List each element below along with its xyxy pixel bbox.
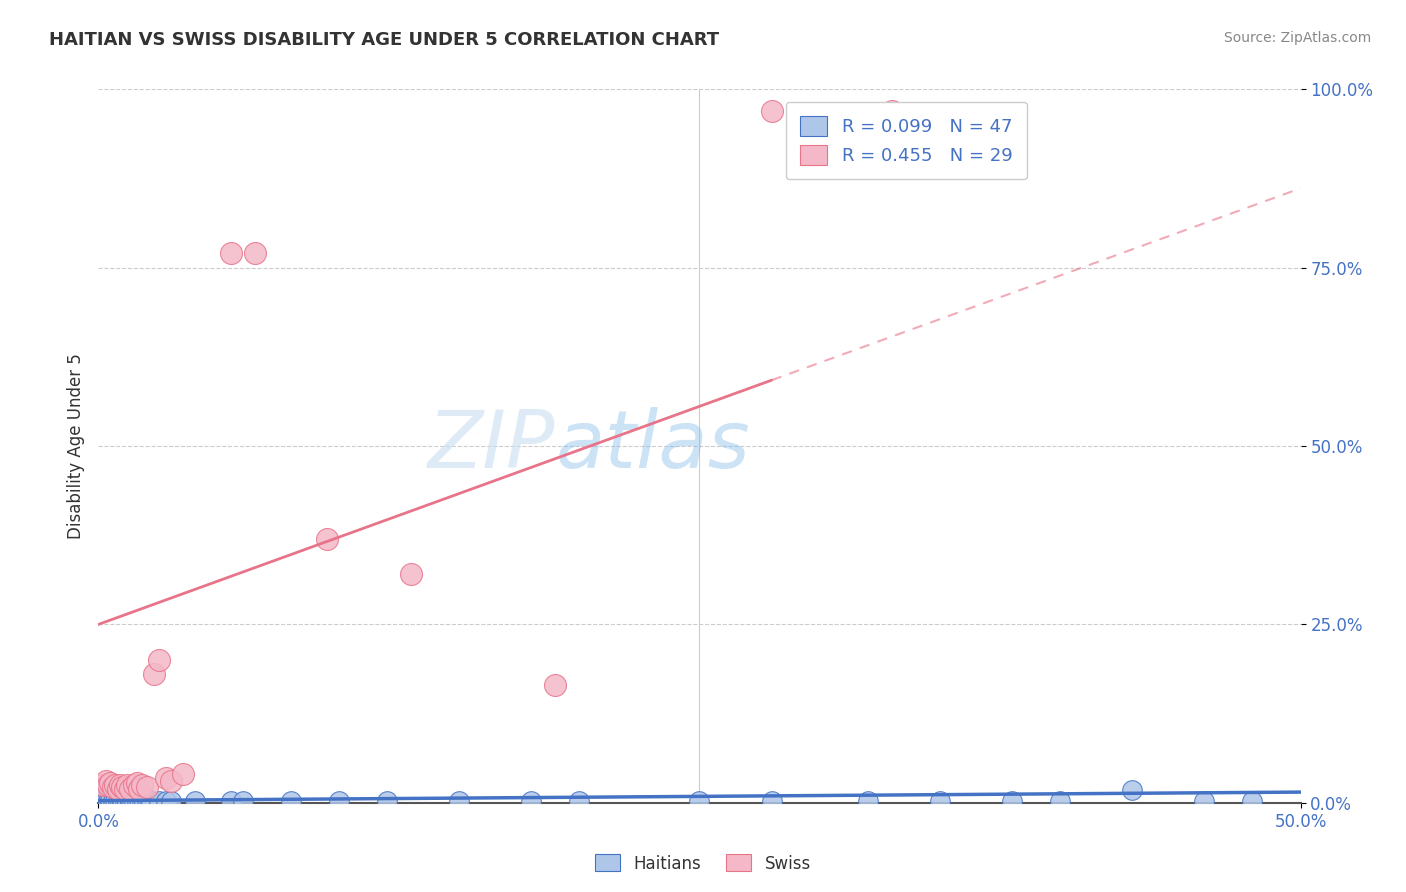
Point bbox=[111, 794, 134, 808]
Point bbox=[132, 794, 155, 808]
Point bbox=[117, 794, 139, 808]
Y-axis label: Disability Age Under 5: Disability Age Under 5 bbox=[66, 353, 84, 539]
Point bbox=[108, 794, 131, 808]
Point bbox=[183, 794, 205, 808]
Point bbox=[125, 794, 148, 808]
Point bbox=[155, 794, 177, 808]
Point bbox=[117, 778, 139, 792]
Point bbox=[447, 794, 470, 808]
Point bbox=[142, 667, 165, 681]
Point bbox=[880, 103, 903, 118]
Point bbox=[688, 794, 710, 808]
Point bbox=[1121, 783, 1143, 797]
Legend: Haitians, Swiss: Haitians, Swiss bbox=[589, 847, 817, 880]
Point bbox=[118, 793, 141, 807]
Point bbox=[219, 246, 242, 260]
Point bbox=[94, 794, 117, 808]
Point bbox=[520, 794, 543, 808]
Point bbox=[159, 794, 181, 808]
Point bbox=[328, 794, 350, 808]
Point bbox=[124, 778, 146, 792]
Point bbox=[101, 780, 124, 794]
Point bbox=[155, 771, 177, 785]
Legend: R = 0.099   N = 47, R = 0.455   N = 29: R = 0.099 N = 47, R = 0.455 N = 29 bbox=[786, 102, 1026, 179]
Point bbox=[111, 793, 134, 807]
Point bbox=[1001, 794, 1024, 808]
Point bbox=[232, 794, 254, 808]
Point bbox=[856, 794, 879, 808]
Point bbox=[100, 793, 122, 807]
Point bbox=[1241, 794, 1264, 808]
Point bbox=[148, 653, 170, 667]
Point bbox=[159, 774, 181, 789]
Point bbox=[138, 793, 160, 807]
Point bbox=[280, 794, 302, 808]
Point bbox=[107, 781, 129, 796]
Text: Source: ZipAtlas.com: Source: ZipAtlas.com bbox=[1223, 31, 1371, 45]
Point bbox=[101, 794, 124, 808]
Point bbox=[94, 793, 117, 807]
Point bbox=[118, 794, 141, 808]
Point bbox=[91, 794, 114, 808]
Point bbox=[1049, 794, 1071, 808]
Point bbox=[135, 780, 157, 794]
Point bbox=[125, 776, 148, 790]
Point bbox=[90, 794, 112, 808]
Point bbox=[97, 778, 120, 792]
Point bbox=[928, 794, 950, 808]
Point bbox=[1194, 794, 1216, 808]
Point bbox=[97, 794, 120, 808]
Point bbox=[100, 776, 122, 790]
Text: atlas: atlas bbox=[555, 407, 749, 485]
Point bbox=[94, 774, 117, 789]
Point bbox=[219, 794, 242, 808]
Text: HAITIAN VS SWISS DISABILITY AGE UNDER 5 CORRELATION CHART: HAITIAN VS SWISS DISABILITY AGE UNDER 5 … bbox=[49, 31, 720, 49]
Point bbox=[108, 778, 131, 792]
Text: ZIP: ZIP bbox=[427, 407, 555, 485]
Point bbox=[141, 794, 163, 808]
Point bbox=[121, 794, 143, 808]
Point bbox=[243, 246, 266, 260]
Point bbox=[399, 567, 422, 582]
Point bbox=[111, 780, 134, 794]
Point bbox=[375, 794, 398, 808]
Point bbox=[135, 794, 157, 808]
Point bbox=[107, 794, 129, 808]
Point bbox=[148, 794, 170, 808]
Point bbox=[128, 793, 150, 807]
Point bbox=[91, 778, 114, 792]
Point bbox=[114, 781, 136, 796]
Point bbox=[128, 781, 150, 796]
Point bbox=[124, 794, 146, 808]
Point bbox=[131, 778, 153, 792]
Point bbox=[568, 794, 591, 808]
Point bbox=[761, 103, 783, 118]
Point bbox=[131, 794, 153, 808]
Point bbox=[761, 794, 783, 808]
Point bbox=[172, 767, 194, 781]
Point bbox=[114, 794, 136, 808]
Point bbox=[104, 778, 127, 792]
Point bbox=[118, 781, 141, 796]
Point bbox=[104, 794, 127, 808]
Point bbox=[100, 794, 122, 808]
Point bbox=[544, 678, 567, 692]
Point bbox=[315, 532, 337, 546]
